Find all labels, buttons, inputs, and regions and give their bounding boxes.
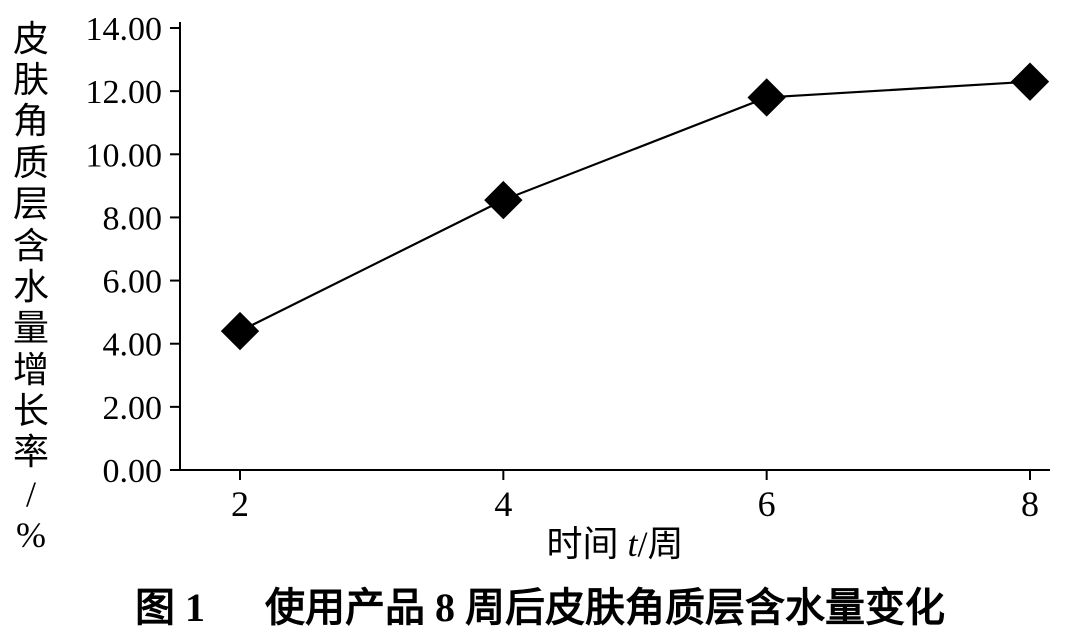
svg-text:14.00: 14.00 — [86, 11, 163, 48]
line-chart: 0.00 2.00 4.00 6.00 8.00 10.00 12.00 14.00 2 4 6 8 时… — [0, 0, 1080, 560]
y-axis-label: 皮肤角质层含水量增长率/% — [10, 19, 52, 557]
svg-text:0.00: 0.00 — [103, 453, 163, 490]
svg-text:4.00: 4.00 — [103, 327, 163, 364]
svg-text:8: 8 — [1021, 484, 1039, 524]
svg-text:6.00: 6.00 — [103, 264, 163, 301]
svg-text:4: 4 — [494, 484, 512, 524]
svg-text:时间 t/周: 时间 t/周 — [546, 524, 683, 560]
svg-text:12.00: 12.00 — [86, 74, 163, 111]
figure-number: 图 1 — [135, 585, 205, 630]
svg-text:8.00: 8.00 — [103, 200, 163, 237]
chart-container: 皮肤角质层含水量增长率/% 0.00 2.00 4.00 6.00 8.00 10.00 1… — [0, 0, 1080, 639]
svg-text:2: 2 — [231, 484, 249, 524]
figure-caption: 图 1 使用产品 8 周后皮肤角质层含水量变化 — [0, 575, 1080, 633]
svg-text:2.00: 2.00 — [103, 390, 163, 427]
svg-text:10.00: 10.00 — [86, 137, 163, 174]
figure-caption-text: 使用产品 8 周后皮肤角质层含水量变化 — [265, 585, 945, 630]
svg-text:6: 6 — [758, 484, 776, 524]
